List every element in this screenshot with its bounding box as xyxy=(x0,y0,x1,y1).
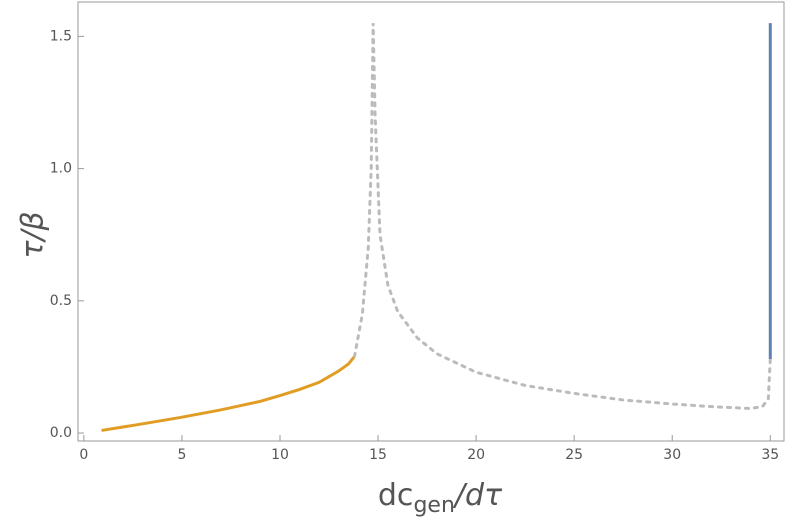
x-label-suffix: /dτ xyxy=(452,478,503,513)
series-line xyxy=(101,355,356,432)
x-label-main: dc xyxy=(378,478,414,513)
x-tick-label: 35 xyxy=(761,447,779,463)
y-axis-label: τ/β xyxy=(16,211,51,258)
y-tick-label: 0.5 xyxy=(50,293,72,309)
x-axis-label: dcgen/dτ xyxy=(378,478,503,518)
x-tick-label: 0 xyxy=(79,447,88,463)
x-tick-label: 20 xyxy=(467,447,485,463)
x-tick-label: 5 xyxy=(177,447,186,463)
series-line xyxy=(353,23,772,410)
plot-frame xyxy=(77,1,785,442)
y-tick-label: 0.0 xyxy=(50,425,72,441)
y-tick-label: 1.5 xyxy=(50,28,72,44)
x-tick-label: 10 xyxy=(271,447,289,463)
x-tick-label: 30 xyxy=(663,447,681,463)
x-label-subscript: gen xyxy=(413,493,454,517)
x-tick-label: 25 xyxy=(565,447,583,463)
y-tick-label: 1.0 xyxy=(50,161,72,177)
x-tick-label: 15 xyxy=(369,447,387,463)
